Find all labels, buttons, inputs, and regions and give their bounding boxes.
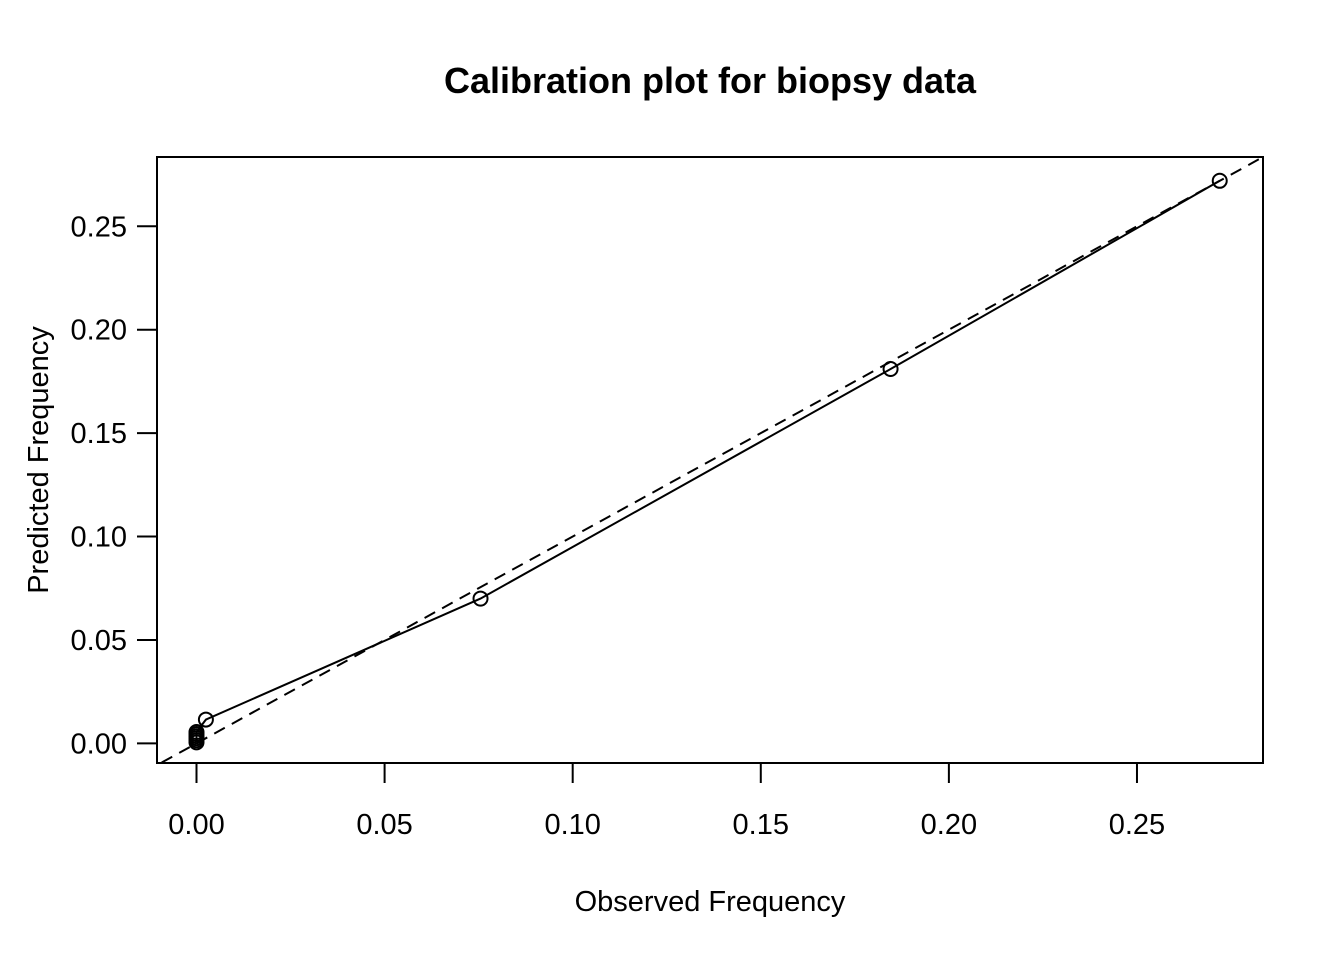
data-point (472, 590, 489, 607)
y-tick-label: 0.05 (71, 625, 127, 657)
x-tick-label: 0.20 (921, 809, 977, 841)
y-axis: 0.00 0.05 0.10 0.15 0.20 0.25 (71, 211, 158, 760)
y-tick-label: 0.25 (71, 211, 127, 243)
data-point (1211, 172, 1228, 189)
chart-title: Calibration plot for biopsy data (444, 60, 977, 101)
markers (188, 172, 1228, 751)
x-tick-label: 0.10 (544, 809, 600, 841)
data-point (882, 360, 899, 377)
y-axis-label: Predicted Frequency (23, 326, 55, 594)
y-tick-label: 0.15 (71, 418, 127, 450)
x-tick-label: 0.15 (733, 809, 789, 841)
x-tick-label: 0.05 (356, 809, 412, 841)
y-tick-label: 0.00 (71, 728, 127, 760)
x-tick-label: 0.25 (1109, 809, 1165, 841)
x-tick-label: 0.00 (168, 809, 224, 841)
data-point (197, 711, 214, 728)
data-point (188, 723, 205, 740)
x-axis: 0.00 0.05 0.10 0.15 0.20 0.25 (168, 762, 1165, 841)
x-axis-label: Observed Frequency (575, 886, 846, 918)
y-tick-label: 0.20 (71, 315, 127, 347)
y-tick-label: 0.10 (71, 522, 127, 554)
